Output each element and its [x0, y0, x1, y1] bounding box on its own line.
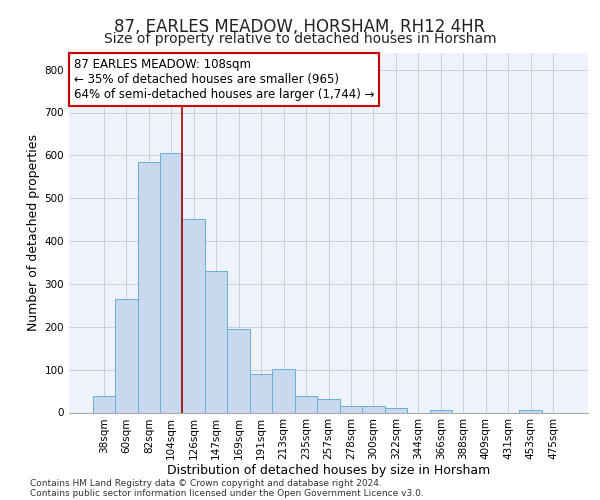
- Bar: [362, 406, 385, 412]
- Y-axis label: Number of detached properties: Number of detached properties: [28, 134, 40, 331]
- Text: Size of property relative to detached houses in Horsham: Size of property relative to detached ho…: [104, 32, 496, 46]
- Bar: [92, 396, 115, 412]
- Bar: [205, 271, 227, 412]
- Bar: [227, 328, 250, 412]
- Bar: [430, 410, 452, 412]
- Bar: [115, 299, 137, 412]
- Bar: [520, 410, 542, 412]
- Text: 87, EARLES MEADOW, HORSHAM, RH12 4HR: 87, EARLES MEADOW, HORSHAM, RH12 4HR: [115, 18, 485, 36]
- X-axis label: Distribution of detached houses by size in Horsham: Distribution of detached houses by size …: [167, 464, 490, 476]
- Bar: [160, 153, 182, 412]
- Bar: [317, 399, 340, 412]
- Bar: [272, 369, 295, 412]
- Bar: [250, 374, 272, 412]
- Text: Contains HM Land Registry data © Crown copyright and database right 2024.: Contains HM Land Registry data © Crown c…: [30, 478, 382, 488]
- Bar: [137, 162, 160, 412]
- Bar: [182, 219, 205, 412]
- Text: Contains public sector information licensed under the Open Government Licence v3: Contains public sector information licen…: [30, 488, 424, 498]
- Bar: [385, 408, 407, 412]
- Bar: [295, 396, 317, 412]
- Text: 87 EARLES MEADOW: 108sqm
← 35% of detached houses are smaller (965)
64% of semi-: 87 EARLES MEADOW: 108sqm ← 35% of detach…: [74, 58, 374, 101]
- Bar: [340, 406, 362, 412]
